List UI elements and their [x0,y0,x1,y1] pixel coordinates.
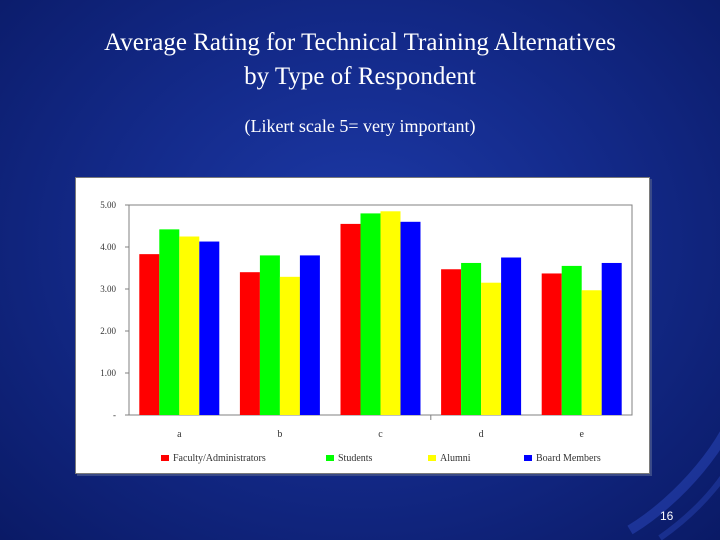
bar-d-3 [501,257,522,415]
x-tick-label: a [177,429,182,440]
slide-title-line-1: Average Rating for Technical Training Al… [104,29,616,56]
bar-d-0 [441,269,462,415]
bar-a-3 [199,241,220,415]
bar-c-3 [400,221,421,415]
slide-title-line-2: by Type of Respondent [244,63,476,90]
page-number: 16 [660,509,674,523]
bar-d-2 [481,282,502,415]
x-tick-label: b [277,429,282,440]
bar-c-2 [380,211,401,415]
x-tick-label: e [579,429,584,440]
bar-b-2 [279,276,300,415]
bar-chart: - 1.00 2.00 3.00 4.00 5.00 a b c d e Faculty/Admini… [100,200,633,464]
x-tick-label: d [479,429,484,440]
legend-swatch-3 [524,455,532,461]
bar-c-0 [340,223,361,415]
y-tick-label: - [113,410,116,420]
bar-d-1 [461,262,482,415]
legend-swatch-1 [326,455,334,461]
y-tick-label: 1.00 [100,368,116,378]
bar-a-1 [159,229,180,415]
bar-a-0 [139,254,160,415]
bar-e-0 [541,273,562,415]
bar-e-2 [581,290,602,415]
legend-label-0: Faculty/Administrators [173,453,266,464]
y-tick-label: 4.00 [100,242,116,252]
bar-b-3 [299,255,320,415]
y-tick-label: 5.00 [100,200,116,210]
bar-b-1 [259,255,280,415]
legend-label-3: Board Members [536,453,601,464]
bar-e-3 [601,262,622,415]
chart-container: - 1.00 2.00 3.00 4.00 5.00 a b c d e Faculty/Admini… [75,177,650,474]
x-tick-label: c [378,429,383,440]
legend-swatch-0 [161,455,169,461]
legend-swatch-2 [428,455,436,461]
legend-label-1: Students [338,453,373,464]
slide-title: Average Rating for Technical Training Al… [0,26,720,94]
y-tick-label: 3.00 [100,284,116,294]
bar-b-0 [239,272,260,415]
y-tick-label: 2.00 [100,326,116,336]
slide-subtitle: (Likert scale 5= very important) [244,116,476,136]
bar-a-2 [179,236,200,415]
legend-label-2: Alumni [440,453,471,464]
bar-e-1 [561,265,582,415]
bar-c-1 [360,213,381,415]
